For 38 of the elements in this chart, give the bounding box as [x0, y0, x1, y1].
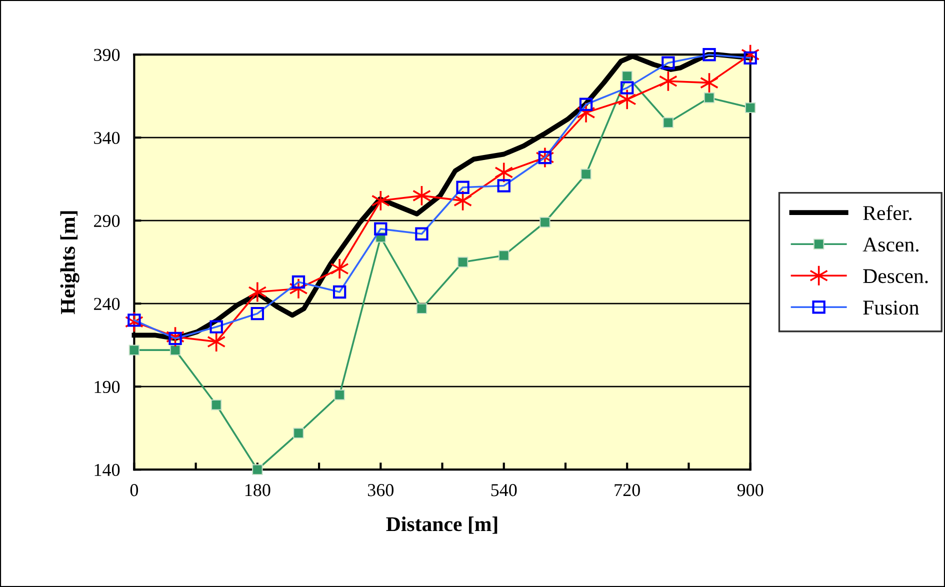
point [580, 168, 592, 180]
point [293, 428, 304, 438]
y-tick-label: 140 [94, 464, 120, 476]
point [744, 102, 756, 114]
point [494, 162, 514, 184]
point [330, 258, 349, 280]
point [540, 216, 550, 228]
legend-label: Refer. [863, 205, 912, 220]
y-tick-label: 340 [94, 132, 120, 144]
point [704, 92, 715, 104]
legend-label: Descen. [863, 269, 928, 284]
point [371, 190, 390, 212]
y-axis-title: Heights [m] [60, 211, 80, 314]
point [128, 344, 140, 356]
y-tick-label: 240 [94, 298, 120, 310]
legend-label: Fusion [863, 300, 919, 315]
x-tick-label: 0 [130, 484, 138, 496]
point [618, 88, 636, 110]
point [498, 250, 510, 261]
x-tick-label: 900 [737, 484, 764, 496]
x-tick-label: 180 [245, 484, 270, 496]
point [210, 400, 222, 410]
point [662, 117, 674, 128]
y-tick-label: 190 [94, 380, 120, 394]
point [334, 390, 345, 400]
x-axis-title: Distance [m] [386, 516, 498, 534]
legend-label: Ascen. [862, 238, 918, 252]
point [416, 303, 428, 314]
x-tick-label: 720 [614, 484, 640, 496]
point [457, 256, 468, 268]
point [170, 344, 181, 356]
y-tick-label: 390 [94, 48, 120, 62]
x-tick-label: 540 [491, 484, 517, 496]
point [622, 70, 632, 82]
y-tick-label: 290 [94, 214, 120, 228]
point [248, 281, 267, 303]
x-tick-label: 360 [368, 484, 394, 496]
point [252, 464, 263, 475]
